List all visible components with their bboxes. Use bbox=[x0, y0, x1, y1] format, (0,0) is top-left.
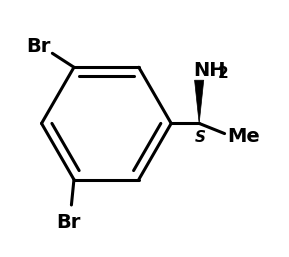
Text: 2: 2 bbox=[218, 66, 229, 81]
Polygon shape bbox=[194, 80, 204, 123]
Text: Me: Me bbox=[228, 127, 260, 146]
Text: Br: Br bbox=[27, 38, 51, 57]
Text: Br: Br bbox=[57, 213, 81, 232]
Text: NH: NH bbox=[193, 61, 225, 79]
Text: S: S bbox=[195, 130, 206, 145]
